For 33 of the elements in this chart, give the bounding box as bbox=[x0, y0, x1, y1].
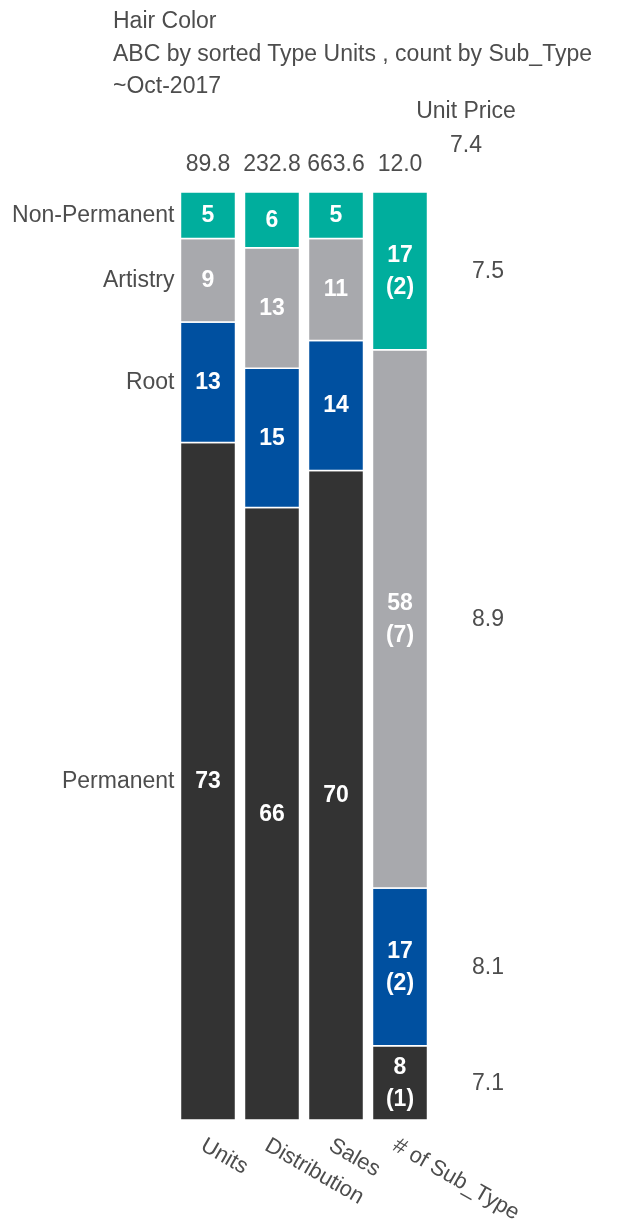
text: 8.1 bbox=[472, 952, 504, 979]
data-label: 13 bbox=[195, 368, 221, 395]
series-label: Artistry bbox=[102, 266, 175, 293]
data-label: 15 bbox=[259, 423, 285, 450]
data-label: 5 bbox=[201, 201, 215, 228]
data-label: 17 (2) bbox=[385, 240, 415, 299]
data-label: 58 (7) bbox=[385, 588, 415, 647]
data-label: 70 bbox=[323, 781, 349, 808]
text: 7.1 bbox=[472, 1068, 504, 1095]
x-tick-label: Units bbox=[197, 1131, 253, 1179]
data-label: 6 bbox=[265, 205, 279, 232]
data-label: 73 bbox=[195, 767, 221, 794]
series-label: Root bbox=[125, 368, 176, 395]
data-label: 9 bbox=[201, 266, 215, 293]
text: 8.9 bbox=[472, 604, 504, 631]
text: 7.5 bbox=[472, 256, 504, 283]
text: 7.4 bbox=[450, 131, 483, 157]
series-label: Permanent bbox=[61, 767, 176, 794]
data-label: 66 bbox=[259, 799, 285, 826]
annotation: 663.6 bbox=[307, 150, 365, 176]
chart-title: Hair Color bbox=[113, 7, 217, 33]
annotation: 232.8 bbox=[243, 150, 301, 176]
data-label: 8 (1) bbox=[385, 1052, 415, 1111]
text: Unit Price bbox=[416, 97, 516, 123]
data-label: 5 bbox=[329, 201, 343, 228]
data-label: 11 bbox=[323, 275, 349, 302]
series-label: Non-Permanent bbox=[12, 201, 176, 228]
data-label: 14 bbox=[323, 391, 349, 418]
chart-subtitle: ABC by sorted Type Units , count by Sub_Type ~Oct-2017 bbox=[113, 40, 593, 98]
annotation: 12.0 bbox=[377, 150, 423, 176]
annotation: 89.8 bbox=[185, 150, 231, 176]
data-label: 13 bbox=[259, 294, 285, 320]
data-label: 17 (2) bbox=[385, 936, 415, 995]
